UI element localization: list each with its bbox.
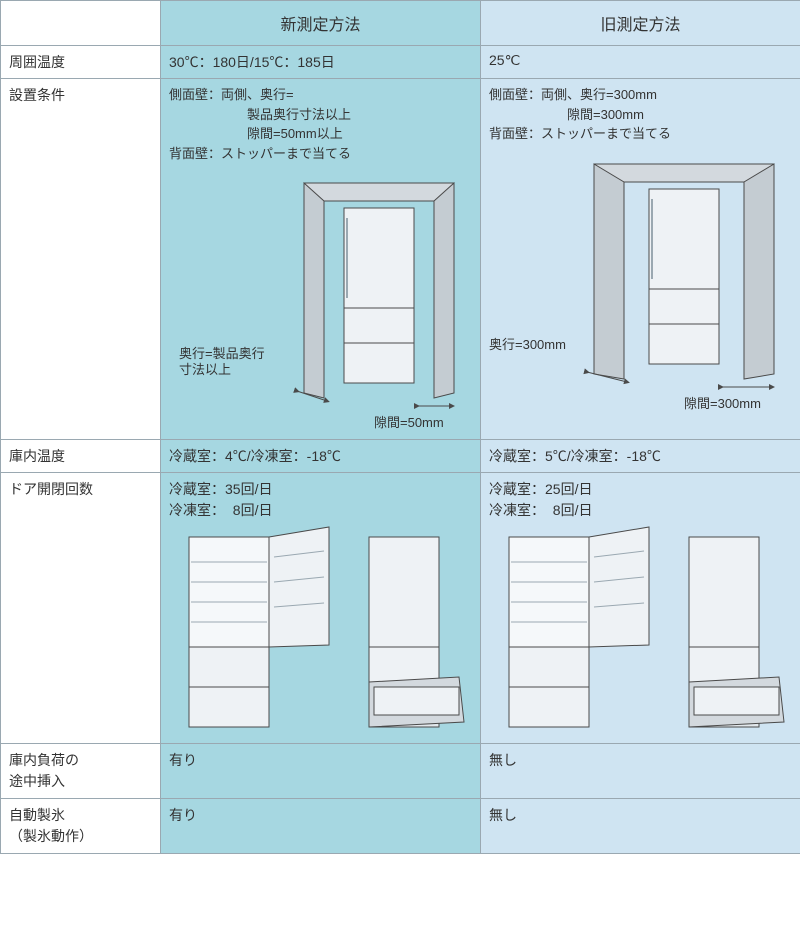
load-new: 有り — [161, 744, 481, 799]
install-old-gap-label: 隙間=300mm — [684, 396, 761, 411]
ambient-new: 30℃：180日/15℃：185日 — [161, 46, 481, 79]
row-temp: 庫内温度 冷蔵室：4℃/冷凍室：-18℃ 冷蔵室：5℃/冷凍室：-18℃ — [1, 440, 800, 473]
install-new-svg: 奥行=製品奥行 寸法以上 隙間=50mm — [169, 163, 469, 433]
door-new-text: 冷蔵室：35回/日 冷凍室： 8回/日 — [169, 479, 472, 521]
header-old: 旧測定方法 — [481, 1, 800, 46]
door-new-cell: 冷蔵室：35回/日 冷凍室： 8回/日 — [161, 473, 481, 744]
label-door: ドア開閉回数 — [1, 473, 161, 744]
row-load: 庫内負荷の 途中挿入 有り 無し — [1, 744, 800, 799]
label-ambient: 周囲温度 — [1, 46, 161, 79]
install-old-diagram: 奥行=300mm 隙間=300mm — [489, 144, 792, 414]
install-new-cell: 側面壁：両側、奥行= 製品奥行寸法以上 隙間=50mm以上 背面壁：ストッパーま… — [161, 79, 481, 440]
door-old-cell: 冷蔵室：25回/日 冷凍室： 8回/日 — [481, 473, 800, 744]
header-blank — [1, 1, 161, 46]
ice-old: 無し — [481, 799, 800, 854]
row-ice: 自動製氷 （製氷動作） 有り 無し — [1, 799, 800, 854]
install-old-svg: 奥行=300mm 隙間=300mm — [489, 144, 789, 414]
install-old-text: 側面壁：両側、奥行=300mm 隙間=300mm 背面壁：ストッパーまで当てる — [489, 85, 792, 144]
temp-old: 冷蔵室：5℃/冷凍室：-18℃ — [481, 440, 800, 473]
door-new-svg — [169, 527, 469, 737]
row-ambient: 周囲温度 30℃：180日/15℃：185日 25℃ — [1, 46, 800, 79]
install-new-gap-label: 隙間=50mm — [374, 415, 444, 430]
load-old: 無し — [481, 744, 800, 799]
door-old-diagram — [489, 527, 792, 737]
label-temp: 庫内温度 — [1, 440, 161, 473]
install-new-text: 側面壁：両側、奥行= 製品奥行寸法以上 隙間=50mm以上 背面壁：ストッパーま… — [169, 85, 472, 163]
door-old-text: 冷蔵室：25回/日 冷凍室： 8回/日 — [489, 479, 792, 521]
row-install: 設置条件 側面壁：両側、奥行= 製品奥行寸法以上 隙間=50mm以上 背面壁：ス… — [1, 79, 800, 440]
comparison-table: 新測定方法 旧測定方法 周囲温度 30℃：180日/15℃：185日 25℃ 設… — [0, 0, 800, 854]
label-load: 庫内負荷の 途中挿入 — [1, 744, 161, 799]
install-old-cell: 側面壁：両側、奥行=300mm 隙間=300mm 背面壁：ストッパーまで当てる — [481, 79, 800, 440]
door-new-diagram — [169, 527, 472, 737]
label-install: 設置条件 — [1, 79, 161, 440]
install-old-depth-label: 奥行=300mm — [489, 337, 566, 352]
door-old-svg — [489, 527, 789, 737]
install-new-diagram: 奥行=製品奥行 寸法以上 隙間=50mm — [169, 163, 472, 433]
temp-new: 冷蔵室：4℃/冷凍室：-18℃ — [161, 440, 481, 473]
header-row: 新測定方法 旧測定方法 — [1, 1, 800, 46]
header-new: 新測定方法 — [161, 1, 481, 46]
ice-new: 有り — [161, 799, 481, 854]
ambient-old: 25℃ — [481, 46, 800, 79]
label-ice: 自動製氷 （製氷動作） — [1, 799, 161, 854]
svg-text:奥行=製品奥行 寸法以上: 奥行=製品奥行 寸法以上 — [179, 346, 268, 377]
comparison-table-wrap: 新測定方法 旧測定方法 周囲温度 30℃：180日/15℃：185日 25℃ 設… — [0, 0, 800, 854]
row-door: ドア開閉回数 冷蔵室：35回/日 冷凍室： 8回/日 — [1, 473, 800, 744]
